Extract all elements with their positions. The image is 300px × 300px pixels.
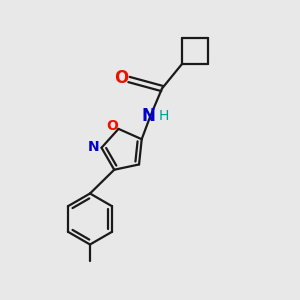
Text: O: O — [114, 69, 129, 87]
Text: H: H — [158, 109, 169, 122]
Text: O: O — [106, 119, 118, 133]
Text: N: N — [87, 140, 99, 154]
Text: N: N — [142, 107, 155, 125]
